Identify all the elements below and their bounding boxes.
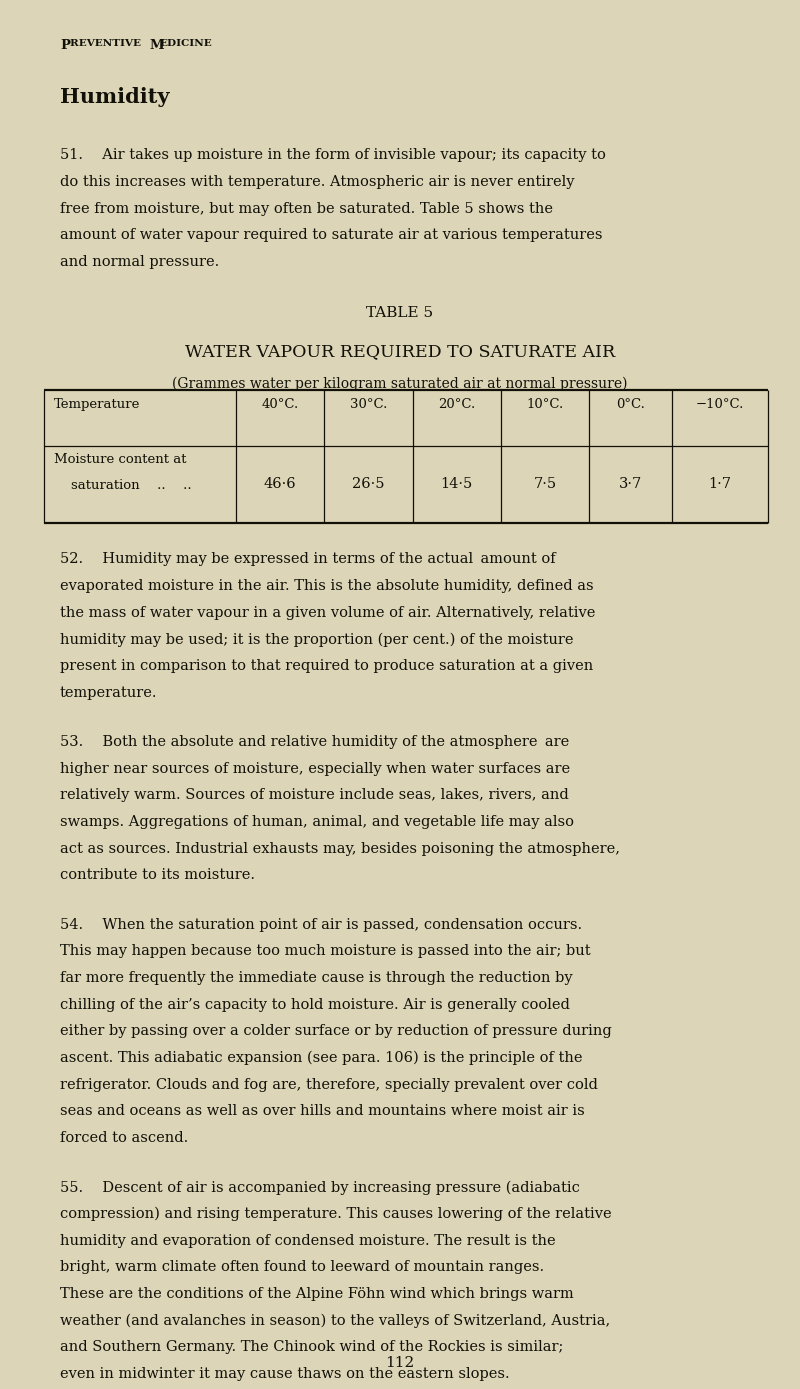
- Text: swamps. Aggregations of human, animal, and vegetable life may also: swamps. Aggregations of human, animal, a…: [60, 815, 574, 829]
- Text: 30°C.: 30°C.: [350, 397, 387, 411]
- Text: (Grammes water per kilogram saturated air at normal pressure): (Grammes water per kilogram saturated ai…: [172, 376, 628, 390]
- Text: REVENTIVE: REVENTIVE: [70, 39, 144, 47]
- Text: seas and oceans as well as over hills and mountains where moist air is: seas and oceans as well as over hills an…: [60, 1104, 585, 1118]
- Text: WATER VAPOUR REQUIRED TO SATURATE AIR: WATER VAPOUR REQUIRED TO SATURATE AIR: [185, 343, 615, 360]
- Text: 1·7: 1·7: [708, 478, 731, 492]
- Text: higher near sources of moisture, especially when water surfaces are: higher near sources of moisture, especia…: [60, 761, 570, 775]
- Text: 51.  Air takes up moisture in the form of invisible vapour; its capacity to: 51. Air takes up moisture in the form of…: [60, 149, 606, 163]
- Text: M: M: [150, 39, 164, 51]
- Text: Humidity: Humidity: [60, 88, 170, 107]
- Text: relatively warm. Sources of moisture include seas, lakes, rivers, and: relatively warm. Sources of moisture inc…: [60, 789, 569, 803]
- Text: either by passing over a colder surface or by reduction of pressure during: either by passing over a colder surface …: [60, 1024, 612, 1039]
- Text: 54.  When the saturation point of air is passed, condensation occurs.: 54. When the saturation point of air is …: [60, 918, 582, 932]
- Text: weather (and avalanches in season) to the valleys of Switzerland, Austria,: weather (and avalanches in season) to th…: [60, 1314, 610, 1328]
- Text: 3·7: 3·7: [619, 478, 642, 492]
- Text: 40°C.: 40°C.: [262, 397, 298, 411]
- Text: TABLE 5: TABLE 5: [366, 306, 434, 319]
- Text: and normal pressure.: and normal pressure.: [60, 256, 219, 269]
- Text: P: P: [60, 39, 70, 51]
- Text: do this increases with temperature. Atmospheric air is never entirely: do this increases with temperature. Atmo…: [60, 175, 574, 189]
- Text: temperature.: temperature.: [60, 686, 158, 700]
- Text: humidity and evaporation of condensed moisture. The result is the: humidity and evaporation of condensed mo…: [60, 1233, 556, 1247]
- Text: EDICINE: EDICINE: [159, 39, 212, 47]
- Text: refrigerator. Clouds and fog are, therefore, specially prevalent over cold: refrigerator. Clouds and fog are, theref…: [60, 1078, 598, 1092]
- Text: −10°C.: −10°C.: [696, 397, 744, 411]
- Text: Temperature: Temperature: [54, 397, 140, 411]
- Text: evaporated moisture in the air. This is the absolute humidity, defined as: evaporated moisture in the air. This is …: [60, 579, 594, 593]
- Text: bright, warm climate often found to leeward of mountain ranges.: bright, warm climate often found to leew…: [60, 1260, 544, 1274]
- Text: 10°C.: 10°C.: [526, 397, 564, 411]
- Text: act as sources. Industrial exhausts may, besides poisoning the atmosphere,: act as sources. Industrial exhausts may,…: [60, 842, 620, 856]
- Text: 53.  Both the absolute and relative humidity of the atmosphere are: 53. Both the absolute and relative humid…: [60, 735, 570, 749]
- Text: 0°C.: 0°C.: [616, 397, 645, 411]
- Text: forced to ascend.: forced to ascend.: [60, 1131, 188, 1145]
- Text: saturation  ..  ..: saturation .. ..: [54, 479, 191, 492]
- Text: Moisture content at: Moisture content at: [54, 453, 186, 465]
- Text: chilling of the air’s capacity to hold moisture. Air is generally cooled: chilling of the air’s capacity to hold m…: [60, 997, 570, 1011]
- Text: 52.  Humidity may be expressed in terms of the actual amount of: 52. Humidity may be expressed in terms o…: [60, 553, 556, 567]
- Text: ascent. This adiabatic expansion (see para. 106) is the principle of the: ascent. This adiabatic expansion (see pa…: [60, 1051, 582, 1065]
- Text: present in comparison to that required to produce saturation at a given: present in comparison to that required t…: [60, 658, 594, 672]
- Text: amount of water vapour required to saturate air at various temperatures: amount of water vapour required to satur…: [60, 228, 602, 242]
- Text: the mass of water vapour in a given volume of air. Alternatively, relative: the mass of water vapour in a given volu…: [60, 606, 595, 619]
- Text: and Southern Germany. The Chinook wind of the Rockies is similar;: and Southern Germany. The Chinook wind o…: [60, 1340, 563, 1354]
- Text: far more frequently the immediate cause is through the reduction by: far more frequently the immediate cause …: [60, 971, 573, 985]
- Text: 7·5: 7·5: [534, 478, 557, 492]
- Text: 26·5: 26·5: [352, 478, 385, 492]
- Text: These are the conditions of the Alpine Föhn wind which brings warm: These are the conditions of the Alpine F…: [60, 1288, 574, 1301]
- Text: contribute to its moisture.: contribute to its moisture.: [60, 868, 255, 882]
- Text: 55.  Descent of air is accompanied by increasing pressure (adiabatic: 55. Descent of air is accompanied by inc…: [60, 1181, 580, 1195]
- Text: free from moisture, but may often be saturated. Table 5 shows the: free from moisture, but may often be sat…: [60, 201, 553, 215]
- Text: 14·5: 14·5: [441, 478, 473, 492]
- Text: 20°C.: 20°C.: [438, 397, 475, 411]
- Text: compression) and rising temperature. This causes lowering of the relative: compression) and rising temperature. Thi…: [60, 1207, 612, 1221]
- Text: humidity may be used; it is the proportion (per cent.) of the moisture: humidity may be used; it is the proporti…: [60, 632, 574, 647]
- Text: This may happen because too much moisture is passed into the air; but: This may happen because too much moistur…: [60, 945, 590, 958]
- Text: 46·6: 46·6: [264, 478, 296, 492]
- Text: even in midwinter it may cause thaws on the eastern slopes.: even in midwinter it may cause thaws on …: [60, 1367, 510, 1381]
- Text: 112: 112: [386, 1356, 414, 1370]
